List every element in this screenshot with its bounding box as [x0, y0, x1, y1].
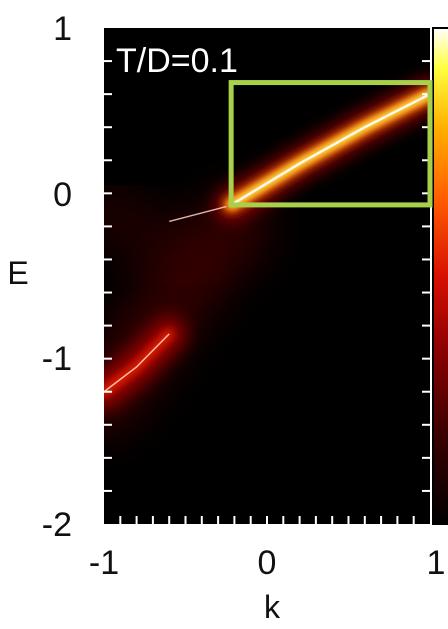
- x-tick-label-2: 1: [427, 544, 446, 582]
- y-tick-label-0: 1: [53, 10, 72, 48]
- y-axis-label: E: [7, 255, 28, 291]
- diffuse-glow-upper: [104, 179, 216, 290]
- lower-band-line: [104, 333, 170, 393]
- heatmap-layer: [104, 79, 430, 435]
- x-axis-label: k: [264, 589, 281, 625]
- annotation-label: T/D=0.1: [116, 42, 238, 80]
- upper-band-extension: [169, 205, 227, 223]
- colorbar: [432, 27, 448, 525]
- axis-ticks: [104, 60, 430, 524]
- x-tick-label-0: -1: [89, 544, 119, 582]
- x-tick-label-1: 0: [258, 544, 277, 582]
- y-tick-label-1: 0: [53, 176, 72, 214]
- y-tick-label-2: -1: [42, 340, 72, 378]
- upper-band-line: [229, 92, 430, 207]
- y-tick-label-3: -2: [42, 506, 72, 544]
- highlight-box: [228, 80, 433, 208]
